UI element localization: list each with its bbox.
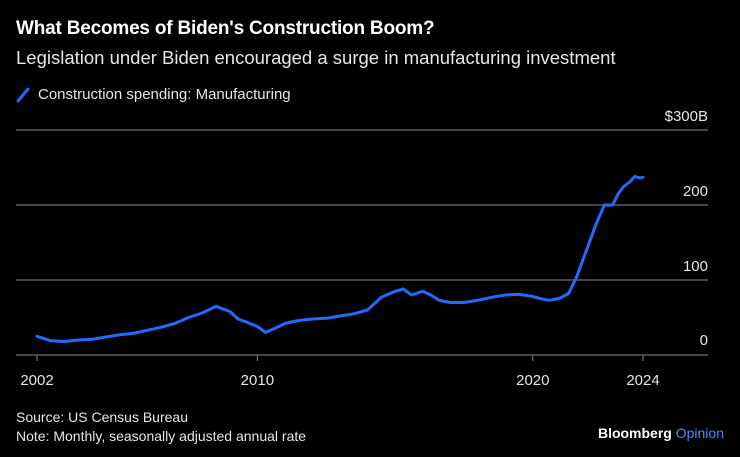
x-tick-label: 2024 — [626, 372, 659, 389]
y-tick-label: 100 — [683, 258, 708, 275]
y-tick-label: $300B — [665, 108, 708, 125]
source-note: Source: US Census Bureau — [16, 409, 188, 425]
x-tick-label: 2010 — [241, 372, 274, 389]
chart-subtitle: Legislation under Biden encouraged a sur… — [16, 47, 616, 68]
brand-suffix: Opinion — [675, 425, 724, 441]
chart-legend: Construction spending: Manufacturing — [16, 86, 291, 103]
x-tick-label: 2020 — [516, 372, 549, 389]
series-line-manufacturing — [35, 175, 645, 343]
chart-footer: Source: US Census Bureau Note: Monthly, … — [16, 408, 306, 446]
chart-title: What Becomes of Biden's Construction Boo… — [16, 18, 435, 39]
legend-line-icon — [16, 87, 30, 102]
y-tick-label: 0 — [700, 332, 708, 349]
legend-label: Construction spending: Manufacturing — [38, 86, 291, 103]
methodology-note: Note: Monthly, seasonally adjusted annua… — [16, 428, 307, 444]
x-tick-label: 2002 — [20, 372, 53, 389]
y-tick-label: 200 — [683, 183, 708, 200]
brand-logo: Bloomberg Opinion — [598, 425, 724, 441]
brand-name: Bloomberg — [597, 425, 672, 441]
